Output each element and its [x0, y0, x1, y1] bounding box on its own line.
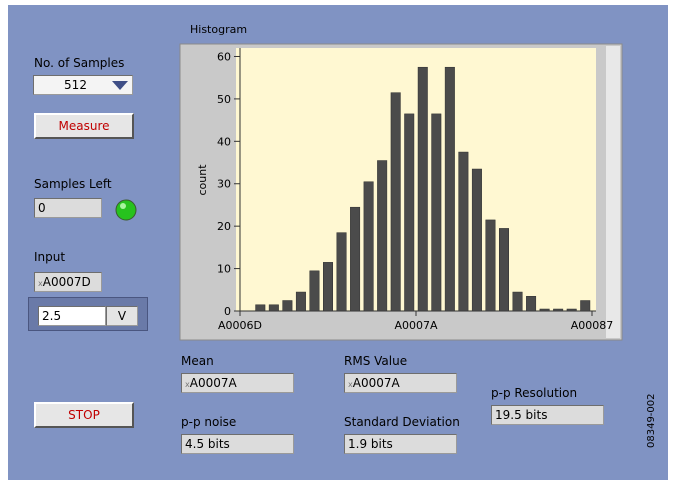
- voltage-field[interactable]: 2.5: [38, 306, 106, 326]
- y-tick-label: 10: [217, 263, 231, 276]
- bar: [377, 160, 388, 312]
- dropdown[interactable]: 512: [33, 75, 133, 95]
- led: [115, 199, 137, 221]
- measure-button[interactable]: Measure: [34, 113, 134, 139]
- dropdown-arrow: [112, 81, 128, 90]
- label: Standard Deviation: [344, 415, 460, 429]
- value: A0007A: [189, 376, 237, 390]
- label: No. of Samples: [34, 56, 125, 70]
- x-tick-label: A0006D: [218, 319, 262, 332]
- bar: [539, 308, 550, 312]
- bar: [512, 291, 523, 312]
- bar: [458, 151, 469, 312]
- bar: [336, 232, 347, 312]
- bar: [526, 296, 537, 312]
- radix: x: [38, 279, 43, 288]
- indicator: xA0007A: [181, 373, 294, 393]
- bar: [363, 181, 374, 312]
- bar: [417, 66, 428, 312]
- bar: [268, 304, 279, 312]
- bar: [553, 308, 564, 312]
- indicator: 1.9 bits: [344, 434, 457, 454]
- bar: [444, 66, 455, 312]
- y-tick-label: 40: [217, 135, 231, 148]
- x-tick-label: A00087: [571, 319, 614, 332]
- input-value: A0007D: [42, 275, 91, 289]
- bar: [471, 168, 482, 312]
- input-field[interactable]: xA0007D: [34, 272, 102, 292]
- bar: [350, 206, 361, 312]
- graph-frame-edge: [606, 46, 620, 338]
- indicator: 0: [34, 198, 102, 218]
- bar: [580, 300, 591, 312]
- plot-area: [236, 48, 596, 311]
- dropdown-value: 512: [64, 78, 87, 92]
- y-tick-label: 30: [217, 178, 231, 191]
- label: p-p Resolution: [491, 386, 578, 400]
- bar: [390, 92, 401, 312]
- indicator: 4.5 bits: [181, 434, 294, 454]
- bar: [255, 304, 266, 312]
- bar: [323, 262, 333, 312]
- bar: [499, 228, 509, 312]
- bar: [282, 300, 293, 312]
- label: RMS Value: [344, 354, 408, 368]
- bar: [485, 219, 496, 312]
- radix: x: [185, 380, 190, 389]
- bar: [566, 308, 577, 312]
- stop-button[interactable]: STOP: [34, 402, 134, 428]
- y-tick-label: 50: [217, 93, 231, 106]
- x-tick-label: A0007A: [394, 319, 438, 332]
- indicator: xA0007A: [344, 373, 457, 393]
- bar: [404, 113, 415, 312]
- y-tick-label: 60: [217, 50, 231, 63]
- label: Mean: [181, 354, 214, 368]
- unit-selector[interactable]: V: [106, 306, 138, 326]
- label: p-p noise: [181, 415, 237, 429]
- label: Samples Left: [34, 177, 112, 191]
- y-axis-label: count: [196, 164, 209, 196]
- indicator: 19.5 bits: [491, 405, 604, 425]
- y-tick-label: 0: [224, 305, 231, 318]
- label: Input: [34, 250, 66, 264]
- chart-title: Histogram: [190, 23, 247, 36]
- radix: x: [348, 380, 353, 389]
- bar: [431, 113, 442, 312]
- y-tick-label: 20: [217, 220, 231, 233]
- bar: [295, 291, 306, 312]
- bar: [309, 270, 320, 312]
- value: A0007A: [352, 376, 400, 390]
